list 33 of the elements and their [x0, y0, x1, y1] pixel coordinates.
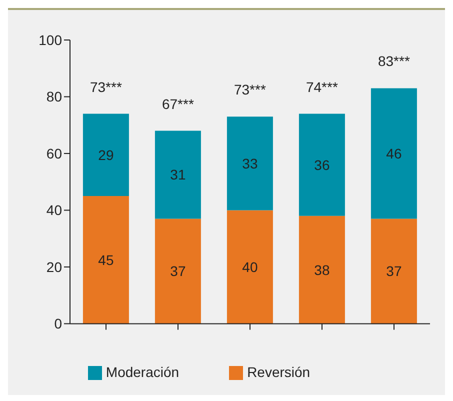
bar: [82, 114, 129, 196]
bar: [154, 130, 201, 219]
y-tick-label: 80: [46, 88, 62, 105]
legend-label: Reversión: [247, 364, 310, 380]
data-label: 33: [242, 155, 258, 172]
data-label: 45: [98, 252, 114, 268]
bar: [370, 218, 417, 324]
bar: [154, 218, 201, 324]
y-tick-label: 40: [46, 202, 62, 218]
bar: [226, 116, 273, 210]
y-tick-label: 60: [46, 145, 62, 162]
bar: [370, 88, 417, 219]
data-label: 46: [386, 145, 402, 162]
data-label: 31: [170, 166, 186, 183]
bar: [82, 196, 129, 324]
y-tick-label: 0: [54, 316, 62, 332]
total-label: 74***: [306, 78, 338, 95]
data-label: 29: [98, 146, 114, 163]
data-label: 38: [314, 262, 330, 278]
total-label: 67***: [162, 96, 194, 112]
total-label: 83***: [378, 53, 410, 70]
legend-label: Moderación: [106, 364, 180, 380]
y-tick-label: 20: [46, 258, 62, 275]
bar: [298, 114, 345, 216]
bar: [226, 210, 273, 324]
total-label: 73***: [90, 78, 122, 95]
data-label: 36: [314, 156, 330, 173]
y-tick-label: 100: [38, 32, 62, 48]
total-label: 73***: [234, 82, 266, 98]
data-label: 37: [170, 263, 186, 280]
data-label: 40: [242, 258, 258, 275]
data-label: 37: [386, 263, 402, 280]
bar: [298, 216, 345, 324]
